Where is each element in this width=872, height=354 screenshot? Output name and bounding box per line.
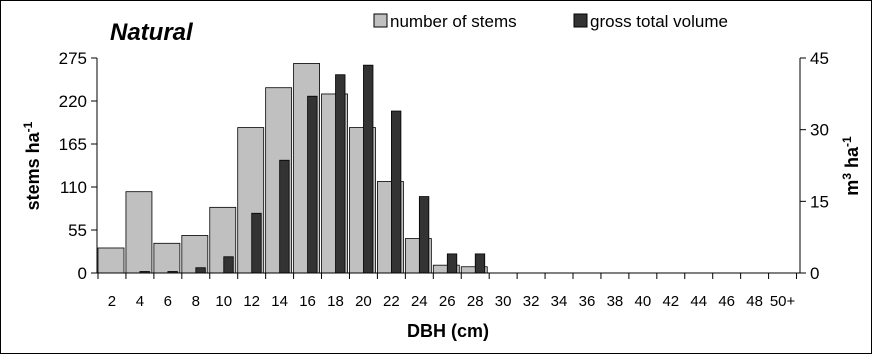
legend-label-stems: number of stems bbox=[390, 12, 517, 31]
volume-bar-10 bbox=[223, 256, 234, 274]
right-tick-label: 30 bbox=[810, 121, 829, 140]
stems-bar-6 bbox=[153, 242, 181, 274]
y-axis-right-label-m: m bbox=[842, 180, 862, 196]
x-tick-label: 26 bbox=[439, 293, 456, 310]
x-tick-label: 46 bbox=[718, 293, 735, 310]
x-tick-label: 18 bbox=[327, 293, 344, 310]
y-axis-left-label-text: stems ha bbox=[23, 131, 43, 210]
volume-bar-28 bbox=[474, 253, 486, 274]
volume-bar-14 bbox=[279, 159, 290, 274]
x-tick-label: 36 bbox=[579, 293, 596, 310]
y-axis-right-label: m3 ha-1 bbox=[840, 136, 862, 196]
stems-bar-8 bbox=[181, 235, 209, 274]
x-tick-label: 14 bbox=[271, 293, 288, 310]
y-axis-right-label-sup1: 3 bbox=[840, 173, 854, 180]
left-tick-label: 110 bbox=[60, 178, 87, 197]
x-tick-label: 30 bbox=[495, 293, 512, 310]
x-tick-label: 20 bbox=[355, 293, 372, 310]
right-tick-label: 45 bbox=[810, 49, 829, 68]
y-axis-right-label-sup2: -1 bbox=[840, 136, 854, 147]
x-tick-label: 48 bbox=[746, 293, 763, 310]
legend-label-volume: gross total volume bbox=[590, 12, 728, 31]
x-tick-label: 50+ bbox=[770, 293, 796, 310]
x-tick-label: 4 bbox=[136, 293, 144, 310]
legend: number of stems gross total volume bbox=[373, 12, 728, 31]
x-axis-ticks: 2 4 6 8 10 12 14 16 18 20 22 24 26 28 30 32 34 36 38 40 42 44… bbox=[97, 273, 798, 310]
left-axis-ticks: 0 55 110 165 220 275 bbox=[59, 49, 97, 283]
volume-bar-16 bbox=[307, 95, 318, 274]
right-axis-ticks: 0 15 30 45 bbox=[800, 49, 829, 283]
x-tick-label: 34 bbox=[551, 293, 568, 310]
x-tick-label: 40 bbox=[635, 293, 652, 310]
x-tick-label: 44 bbox=[690, 293, 707, 310]
x-tick-label: 2 bbox=[108, 293, 116, 310]
x-tick-label: 6 bbox=[164, 293, 172, 310]
x-tick-label: 10 bbox=[215, 293, 232, 310]
x-tick-label: 8 bbox=[192, 293, 200, 310]
x-tick-label: 38 bbox=[607, 293, 624, 310]
left-tick-label: 0 bbox=[78, 264, 87, 283]
right-tick-label: 0 bbox=[810, 264, 819, 283]
stems-bar-12 bbox=[237, 127, 265, 274]
volume-bar-24 bbox=[418, 196, 430, 274]
volume-bar-12 bbox=[251, 212, 262, 274]
volume-bar-8 bbox=[195, 267, 206, 274]
left-tick-label: 55 bbox=[68, 221, 87, 240]
y-axis-left-label: stems ha-1 bbox=[21, 121, 43, 210]
x-axis-label: DBH (cm) bbox=[407, 321, 489, 341]
x-tick-label: 32 bbox=[523, 293, 540, 310]
volume-bar-22 bbox=[391, 110, 402, 274]
left-tick-label: 220 bbox=[59, 92, 87, 111]
x-tick-label: 24 bbox=[411, 293, 428, 310]
left-tick-label: 275 bbox=[59, 49, 87, 68]
bars bbox=[97, 63, 488, 274]
volume-bar-26 bbox=[446, 253, 458, 274]
legend-swatch-stems bbox=[373, 13, 388, 28]
legend-swatch-volume bbox=[573, 13, 588, 28]
y-axis-right-label-ha: ha bbox=[842, 146, 862, 173]
stems-bar-2 bbox=[97, 247, 125, 274]
left-tick-label: 165 bbox=[59, 135, 87, 154]
x-tick-label: 42 bbox=[662, 293, 679, 310]
x-tick-label: 22 bbox=[383, 293, 400, 310]
stems-bar-4 bbox=[125, 191, 153, 274]
right-tick-label: 15 bbox=[810, 192, 829, 211]
x-tick-label: 28 bbox=[467, 293, 484, 310]
volume-bar-18 bbox=[335, 74, 346, 274]
volume-bar-20 bbox=[363, 64, 374, 274]
x-tick-label: 12 bbox=[243, 293, 260, 310]
y-axis-left-label-sup: -1 bbox=[21, 121, 35, 132]
x-tick-label: 16 bbox=[299, 293, 316, 310]
chart-title: Natural bbox=[110, 19, 194, 46]
